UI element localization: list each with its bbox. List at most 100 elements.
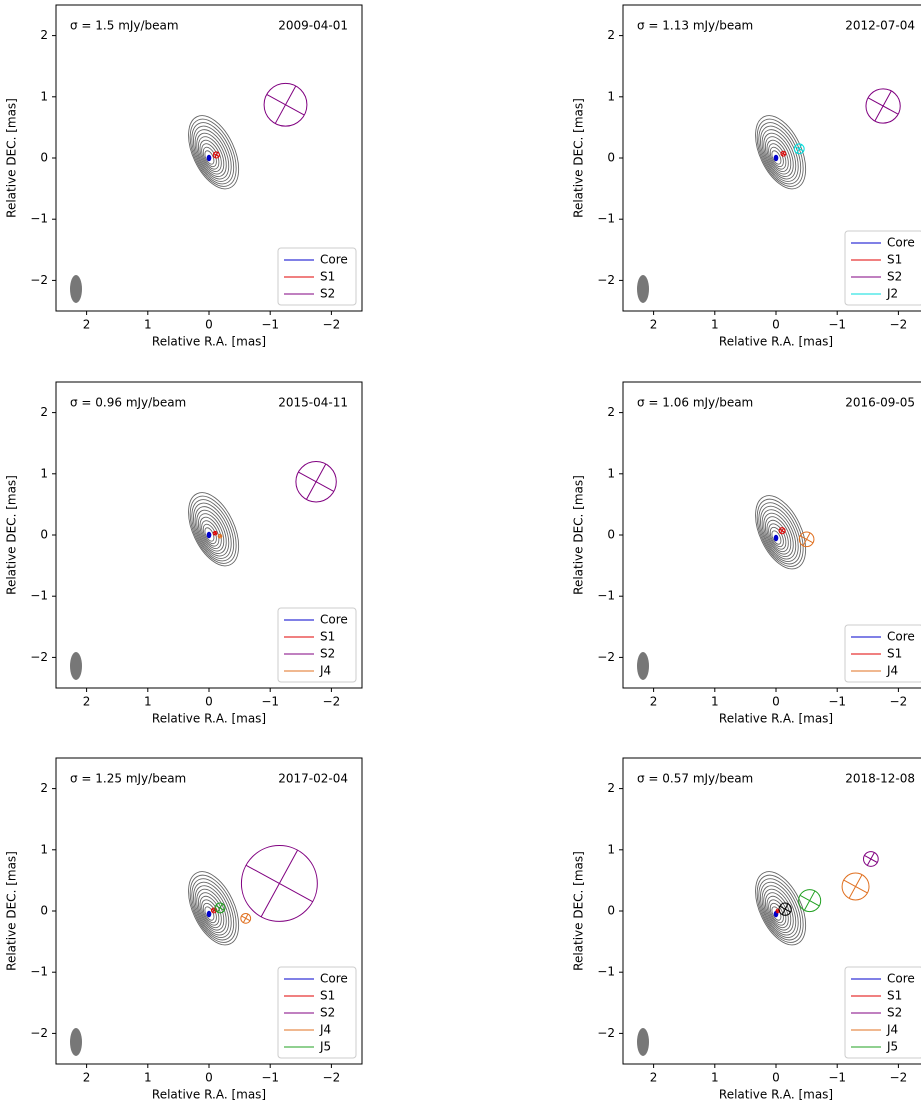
legend-label: S1 [887, 647, 902, 661]
x-tick-label: 0 [772, 318, 780, 332]
sigma-label: σ = 1.5 mJy/beam [70, 19, 179, 33]
y-tick-label: 2 [607, 405, 615, 419]
y-axis-label: Relative DEC. [mas] [572, 98, 586, 218]
x-tick-label: 2 [83, 695, 91, 709]
y-tick-label: 2 [40, 781, 48, 795]
x-tick-label: 2 [650, 318, 658, 332]
y-tick-label: 0 [607, 904, 615, 918]
x-tick-label: −2 [323, 1071, 341, 1085]
beam [70, 1028, 82, 1056]
y-axis-label: Relative DEC. [mas] [572, 475, 586, 595]
beam [70, 275, 82, 303]
legend-label: S1 [320, 630, 335, 644]
y-tick-label: 0 [40, 904, 48, 918]
component [774, 535, 778, 541]
x-tick-label: 1 [144, 695, 152, 709]
y-tick-label: 1 [40, 89, 48, 103]
x-tick-label: −2 [890, 695, 908, 709]
legend-label: J4 [886, 1023, 898, 1037]
x-tick-label: 2 [83, 1071, 91, 1085]
x-tick-label: −1 [261, 1071, 279, 1085]
x-tick-label: 0 [205, 695, 213, 709]
date-label: 2017-02-04 [278, 772, 348, 786]
sigma-label: σ = 1.13 mJy/beam [637, 19, 753, 33]
legend-label: Core [887, 972, 915, 986]
x-tick-label: 2 [650, 1071, 658, 1085]
legend-label: J4 [319, 664, 331, 678]
y-tick-label: −2 [30, 273, 48, 287]
date-label: 2015-04-11 [278, 396, 348, 410]
y-axis-label: Relative DEC. [mas] [5, 98, 19, 218]
legend-label: S1 [887, 989, 902, 1003]
x-tick-label: −2 [323, 695, 341, 709]
component-axis [849, 875, 862, 899]
x-axis-label: Relative R.A. [mas] [719, 712, 833, 726]
legend-label: S2 [320, 1006, 335, 1020]
x-tick-label: −1 [261, 318, 279, 332]
x-tick-label: −2 [890, 318, 908, 332]
y-tick-label: 0 [607, 151, 615, 165]
x-tick-label: −2 [890, 1071, 908, 1085]
x-axis-label: Relative R.A. [mas] [719, 1088, 833, 1102]
beam [70, 652, 82, 680]
sigma-label: σ = 0.96 mJy/beam [70, 396, 186, 410]
legend-label: J5 [886, 1040, 898, 1054]
component-axis [875, 91, 891, 121]
y-tick-label: −1 [597, 965, 615, 979]
y-tick-label: 1 [40, 466, 48, 480]
legend-label: Core [320, 613, 348, 627]
x-tick-label: 0 [772, 695, 780, 709]
component-axis [243, 914, 248, 923]
x-tick-label: 1 [711, 695, 719, 709]
x-tick-label: 1 [711, 1071, 719, 1085]
y-tick-label: 0 [607, 528, 615, 542]
x-tick-label: 0 [205, 1071, 213, 1085]
y-tick-label: −2 [597, 1026, 615, 1040]
plot-area [637, 852, 878, 1056]
x-axis-label: Relative R.A. [mas] [152, 335, 266, 349]
x-axis-label: Relative R.A. [mas] [152, 1088, 266, 1102]
sigma-label: σ = 1.06 mJy/beam [637, 396, 753, 410]
date-label: 2016-09-05 [845, 396, 915, 410]
panel: 2 1 0 −1 −2 −2 −1 0 1 2 Relative R.A. [mas] Relativ… [572, 758, 921, 1102]
y-tick-label: 0 [40, 151, 48, 165]
y-tick-label: −2 [30, 650, 48, 664]
x-tick-label: −1 [828, 1071, 846, 1085]
x-tick-label: −2 [323, 318, 341, 332]
y-axis-label: Relative DEC. [mas] [5, 851, 19, 971]
y-tick-label: 1 [607, 89, 615, 103]
plot-area [70, 83, 307, 303]
y-tick-label: −1 [30, 212, 48, 226]
date-label: 2018-12-08 [845, 772, 915, 786]
legend-label: J2 [886, 287, 898, 301]
legend-label: J5 [319, 1040, 331, 1054]
beam [637, 652, 649, 680]
contour [753, 500, 806, 567]
y-tick-label: 2 [607, 28, 615, 42]
y-tick-label: 2 [607, 781, 615, 795]
x-axis-label: Relative R.A. [mas] [719, 335, 833, 349]
y-axis-label: Relative DEC. [mas] [572, 851, 586, 971]
sigma-label: σ = 0.57 mJy/beam [637, 772, 753, 786]
legend-label: Core [887, 236, 915, 250]
y-tick-label: −1 [597, 212, 615, 226]
y-tick-label: −1 [30, 965, 48, 979]
y-tick-label: −2 [30, 1026, 48, 1040]
y-tick-label: 1 [607, 842, 615, 856]
legend-label: S1 [887, 253, 902, 267]
panel: 210−1−2−2−1012Relative R.A. [mas]Relativ… [572, 382, 921, 726]
legend-label: Core [320, 972, 348, 986]
x-tick-label: −1 [828, 695, 846, 709]
x-tick-label: 0 [205, 318, 213, 332]
panel: 210−1−2−2−1012Relative R.A. [mas]Relativ… [5, 5, 363, 349]
contour [186, 497, 239, 564]
y-tick-label: 1 [607, 466, 615, 480]
legend-label: S2 [887, 270, 902, 284]
component [774, 155, 778, 161]
x-tick-label: 0 [772, 1071, 780, 1085]
x-tick-label: −1 [828, 318, 846, 332]
beam [637, 275, 649, 303]
